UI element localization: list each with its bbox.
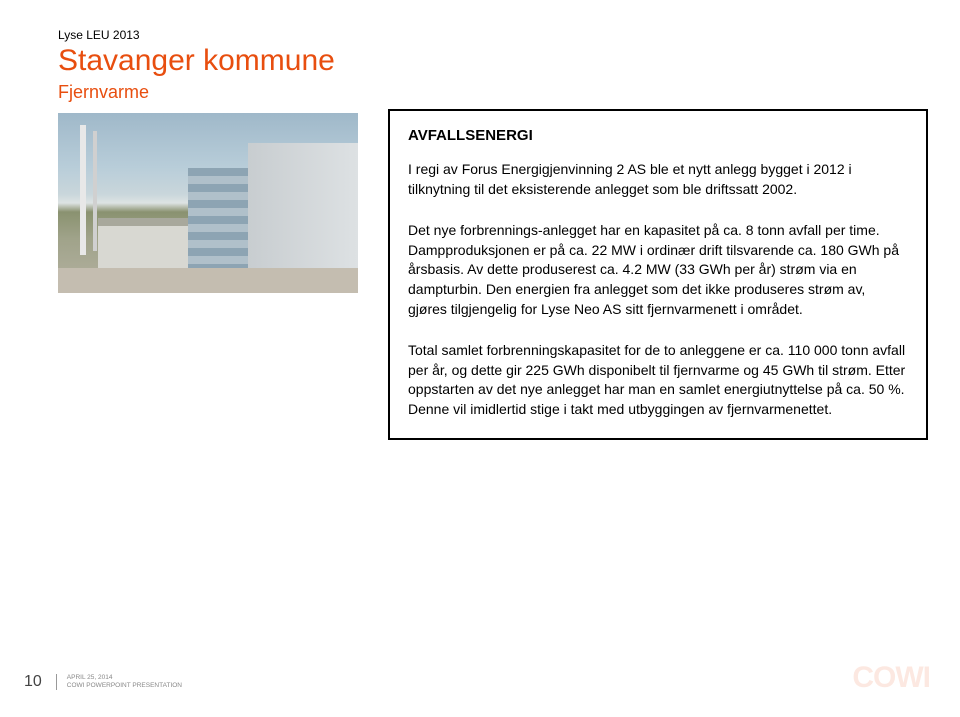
smokestack-icon — [80, 125, 86, 255]
slide-title: Stavanger kommune — [58, 44, 960, 78]
cowi-logo: COWI — [852, 661, 930, 695]
footer-date: APRIL 25, 2014 — [67, 674, 182, 682]
industrial-plant-photo — [58, 113, 358, 293]
page-number: 10 — [24, 673, 42, 691]
textbox-heading: AVFALLSENERGI — [408, 125, 908, 146]
smokestack-icon — [93, 131, 97, 251]
textbox-paragraph: Det nye forbrennings-anlegget har en kap… — [408, 221, 908, 319]
building-shape — [98, 218, 198, 268]
info-textbox: AVFALLSENERGI I regi av Forus Energigjen… — [388, 109, 928, 440]
textbox-paragraph: I regi av Forus Energigjenvinning 2 AS b… — [408, 160, 908, 199]
slide: Lyse LEU 2013 Stavanger kommune Fjernvar… — [0, 0, 960, 717]
header-small: Lyse LEU 2013 — [58, 28, 960, 42]
building-shape — [248, 143, 358, 288]
textbox-paragraph: Total samlet forbrenningskapasitet for d… — [408, 341, 908, 419]
ground-shape — [58, 268, 358, 293]
slide-subtitle: Fjernvarme — [58, 82, 960, 103]
slide-footer: 10 APRIL 25, 2014 COWI POWERPOINT PRESEN… — [24, 673, 182, 691]
content-row: AVFALLSENERGI I regi av Forus Energigjen… — [58, 109, 960, 440]
footer-meta: APRIL 25, 2014 COWI POWERPOINT PRESENTAT… — [56, 674, 182, 691]
footer-deck: COWI POWERPOINT PRESENTATION — [67, 682, 182, 690]
